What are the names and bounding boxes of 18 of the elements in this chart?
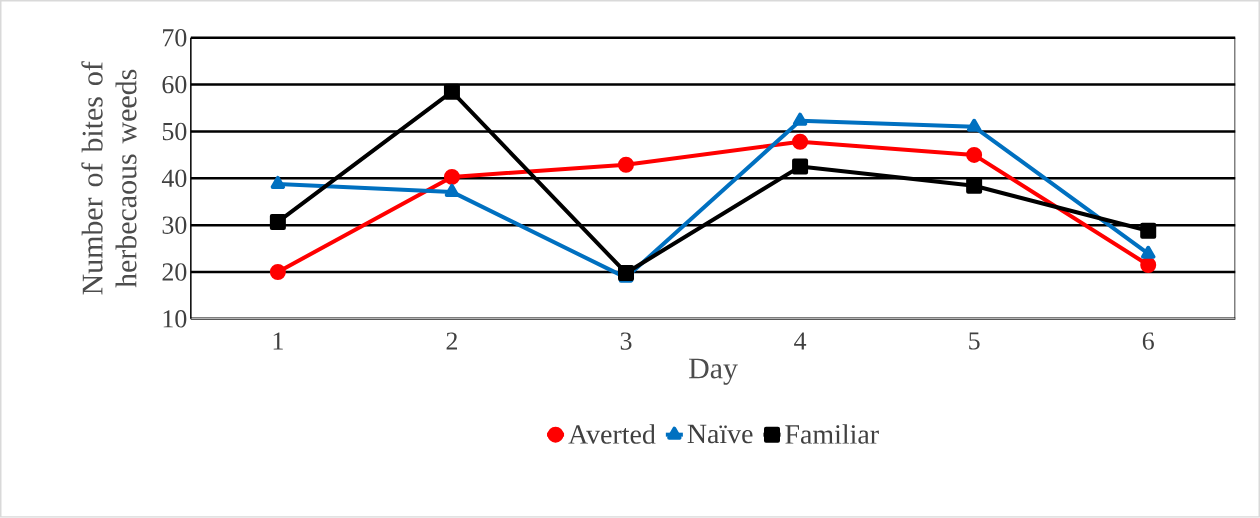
- y-tick-label: 30: [162, 216, 187, 235]
- x-tick-label: 2: [446, 332, 457, 350]
- legend-label: Familiar: [785, 424, 879, 445]
- x-axis-title: Day: [689, 358, 738, 385]
- y-axis-title: Number of bites of herbecaous weeds: [81, 61, 137, 295]
- legend-label: Averted: [568, 424, 656, 445]
- x-tick-label: 3: [620, 332, 632, 350]
- y-tick-label: 70: [163, 29, 187, 47]
- y-tick-label: 50: [162, 122, 187, 141]
- x-tick-label: 4: [794, 332, 807, 350]
- x-tick-label: 5: [969, 332, 980, 350]
- y-tick-label: 60: [162, 76, 187, 94]
- x-tick-label: 6: [1142, 332, 1154, 350]
- y-tick-label: 20: [162, 263, 187, 281]
- y-tick-label: 40: [161, 169, 187, 188]
- legend-label: Naïve: [687, 424, 753, 444]
- y-tick-label: 10: [163, 310, 187, 328]
- x-tick-label: 1: [273, 332, 283, 350]
